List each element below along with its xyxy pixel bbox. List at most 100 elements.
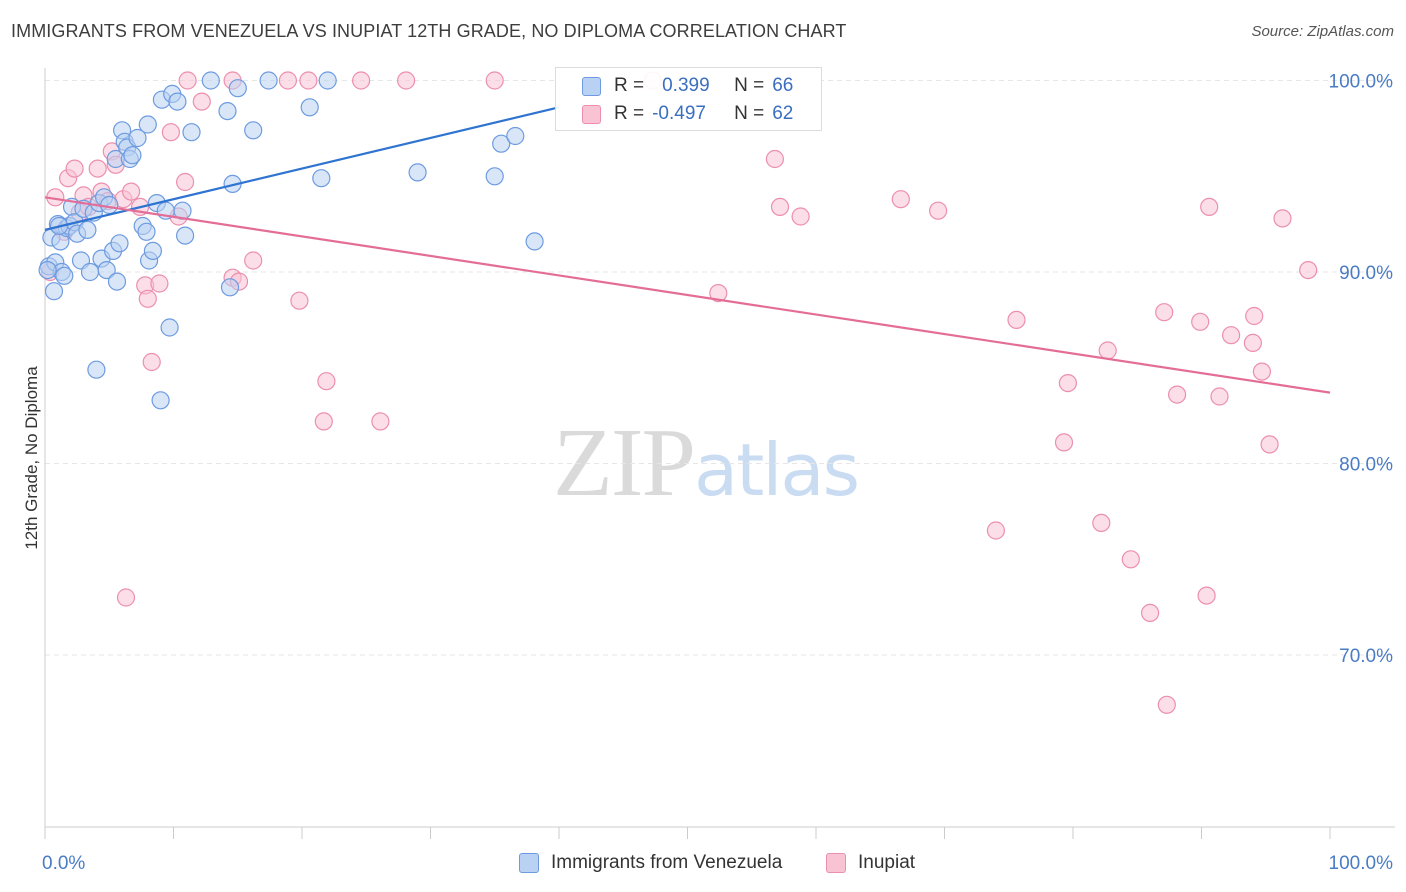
- point-inupiat-46: [986, 521, 1006, 540]
- point-venezuela-23: [100, 195, 119, 215]
- legend-item-venezuela[interactable]: Immigrants from Venezuela: [519, 852, 782, 874]
- point-inupiat-52: [1121, 550, 1140, 569]
- trendline-inupiat: [44, 196, 1331, 394]
- point-inupiat-61: [1221, 326, 1241, 345]
- chart-title: IMMIGRANTS FROM VENEZUELA VS INUPIAT 12T…: [11, 21, 847, 41]
- pink-swatch: [826, 853, 846, 873]
- point-inupiat-36: [371, 412, 390, 431]
- point-inupiat-67: [1299, 261, 1318, 280]
- point-inupiat-14: [116, 588, 136, 607]
- point-venezuela-16: [80, 262, 100, 282]
- point-inupiat-65: [1260, 435, 1279, 454]
- point-inupiat-8: [88, 159, 107, 178]
- n-label: N =: [734, 75, 765, 96]
- point-inupiat-32: [299, 71, 318, 90]
- y-tick-label-0: 100.0%: [1329, 72, 1394, 93]
- point-venezuela-48: [182, 123, 201, 142]
- point-inupiat-41: [765, 149, 785, 169]
- point-venezuela-57: [312, 169, 331, 188]
- point-venezuela-32: [123, 146, 142, 165]
- y-tick-label-3: 70.0%: [1339, 646, 1393, 667]
- point-inupiat-64: [1252, 362, 1272, 381]
- point-inupiat-50: [1092, 513, 1111, 533]
- point-inupiat-29: [244, 251, 263, 270]
- point-venezuela-33: [128, 128, 147, 148]
- point-venezuela-7: [55, 266, 74, 285]
- point-inupiat-31: [290, 291, 309, 310]
- point-venezuela-38: [143, 241, 162, 260]
- point-inupiat-15: [122, 182, 141, 201]
- point-inupiat-30: [278, 71, 297, 90]
- point-venezuela-62: [506, 126, 525, 146]
- point-venezuela-15: [78, 220, 97, 239]
- point-inupiat-35: [352, 71, 371, 90]
- watermark-atlas: atlas: [694, 428, 860, 512]
- series-legend: Immigrants from Venezuela Inupiat: [0, 852, 1406, 878]
- point-venezuela-26: [107, 272, 127, 291]
- point-venezuela-64: [38, 261, 57, 280]
- n-label: N =: [734, 103, 765, 124]
- point-inupiat-40: [709, 284, 728, 303]
- point-inupiat-59: [1200, 197, 1219, 216]
- point-inupiat-63: [1245, 306, 1264, 326]
- point-inupiat-33: [314, 412, 333, 431]
- point-venezuela-59: [408, 163, 427, 182]
- r-label: R =: [614, 75, 645, 96]
- point-venezuela-45: [168, 92, 187, 111]
- point-venezuela-56: [300, 98, 319, 117]
- point-venezuela-36: [138, 115, 157, 134]
- point-venezuela-22: [97, 261, 116, 280]
- point-inupiat-45: [928, 201, 948, 220]
- point-inupiat-62: [1243, 333, 1263, 352]
- stats-legend-row-venezuela: R = 0.399 N = 66: [582, 73, 793, 99]
- x-tick-label-1: 100.0%: [1329, 853, 1394, 874]
- point-venezuela-58: [318, 71, 337, 90]
- blue-swatch: [582, 76, 601, 96]
- point-inupiat-49: [1058, 374, 1078, 393]
- point-inupiat-48: [1054, 433, 1074, 452]
- n-value: 62: [772, 103, 794, 124]
- point-inupiat-44: [891, 190, 910, 209]
- point-inupiat-37: [397, 71, 416, 90]
- pink-swatch: [582, 104, 601, 124]
- point-inupiat-47: [1007, 310, 1026, 329]
- point-venezuela-51: [220, 278, 240, 297]
- point-inupiat-34: [317, 372, 336, 391]
- x-tick-label-0: 0.0%: [42, 853, 85, 874]
- point-venezuela-53: [228, 79, 247, 98]
- point-inupiat-57: [1191, 312, 1210, 331]
- point-venezuela-54: [244, 121, 263, 140]
- y-axis-label: 12th Grade, No Diploma: [22, 366, 41, 550]
- point-venezuela-49: [201, 71, 220, 90]
- y-tick-label-1: 90.0%: [1339, 263, 1393, 284]
- point-inupiat-38: [485, 71, 504, 90]
- legend-label: Inupiat: [858, 852, 916, 873]
- point-inupiat-51: [1098, 341, 1117, 360]
- stats-legend-row-inupiat: R = -0.497 N = 62: [582, 101, 793, 127]
- point-venezuela-35: [137, 222, 156, 241]
- legend-item-inupiat[interactable]: Inupiat: [826, 852, 915, 874]
- point-inupiat-56: [1167, 385, 1187, 404]
- point-venezuela-60: [485, 167, 504, 186]
- point-venezuela-50: [218, 101, 237, 121]
- point-inupiat-20: [150, 274, 169, 293]
- r-label: R =: [614, 103, 645, 124]
- point-venezuela-43: [160, 318, 179, 337]
- point-inupiat-53: [1140, 603, 1160, 623]
- point-venezuela-55: [259, 71, 278, 90]
- blue-swatch: [519, 853, 539, 873]
- point-inupiat-58: [1197, 586, 1216, 605]
- point-inupiat-43: [791, 207, 810, 226]
- r-value: -0.497: [652, 103, 706, 124]
- point-inupiat-19: [142, 352, 161, 372]
- point-inupiat-18: [138, 289, 157, 308]
- point-inupiat-54: [1155, 303, 1174, 322]
- point-inupiat-24: [178, 71, 197, 90]
- point-inupiat-60: [1210, 387, 1229, 406]
- point-venezuela-40: [151, 391, 170, 410]
- point-venezuela-27: [110, 234, 129, 253]
- point-venezuela-61: [492, 134, 511, 153]
- point-inupiat-4: [65, 159, 84, 178]
- point-inupiat-66: [1273, 209, 1292, 228]
